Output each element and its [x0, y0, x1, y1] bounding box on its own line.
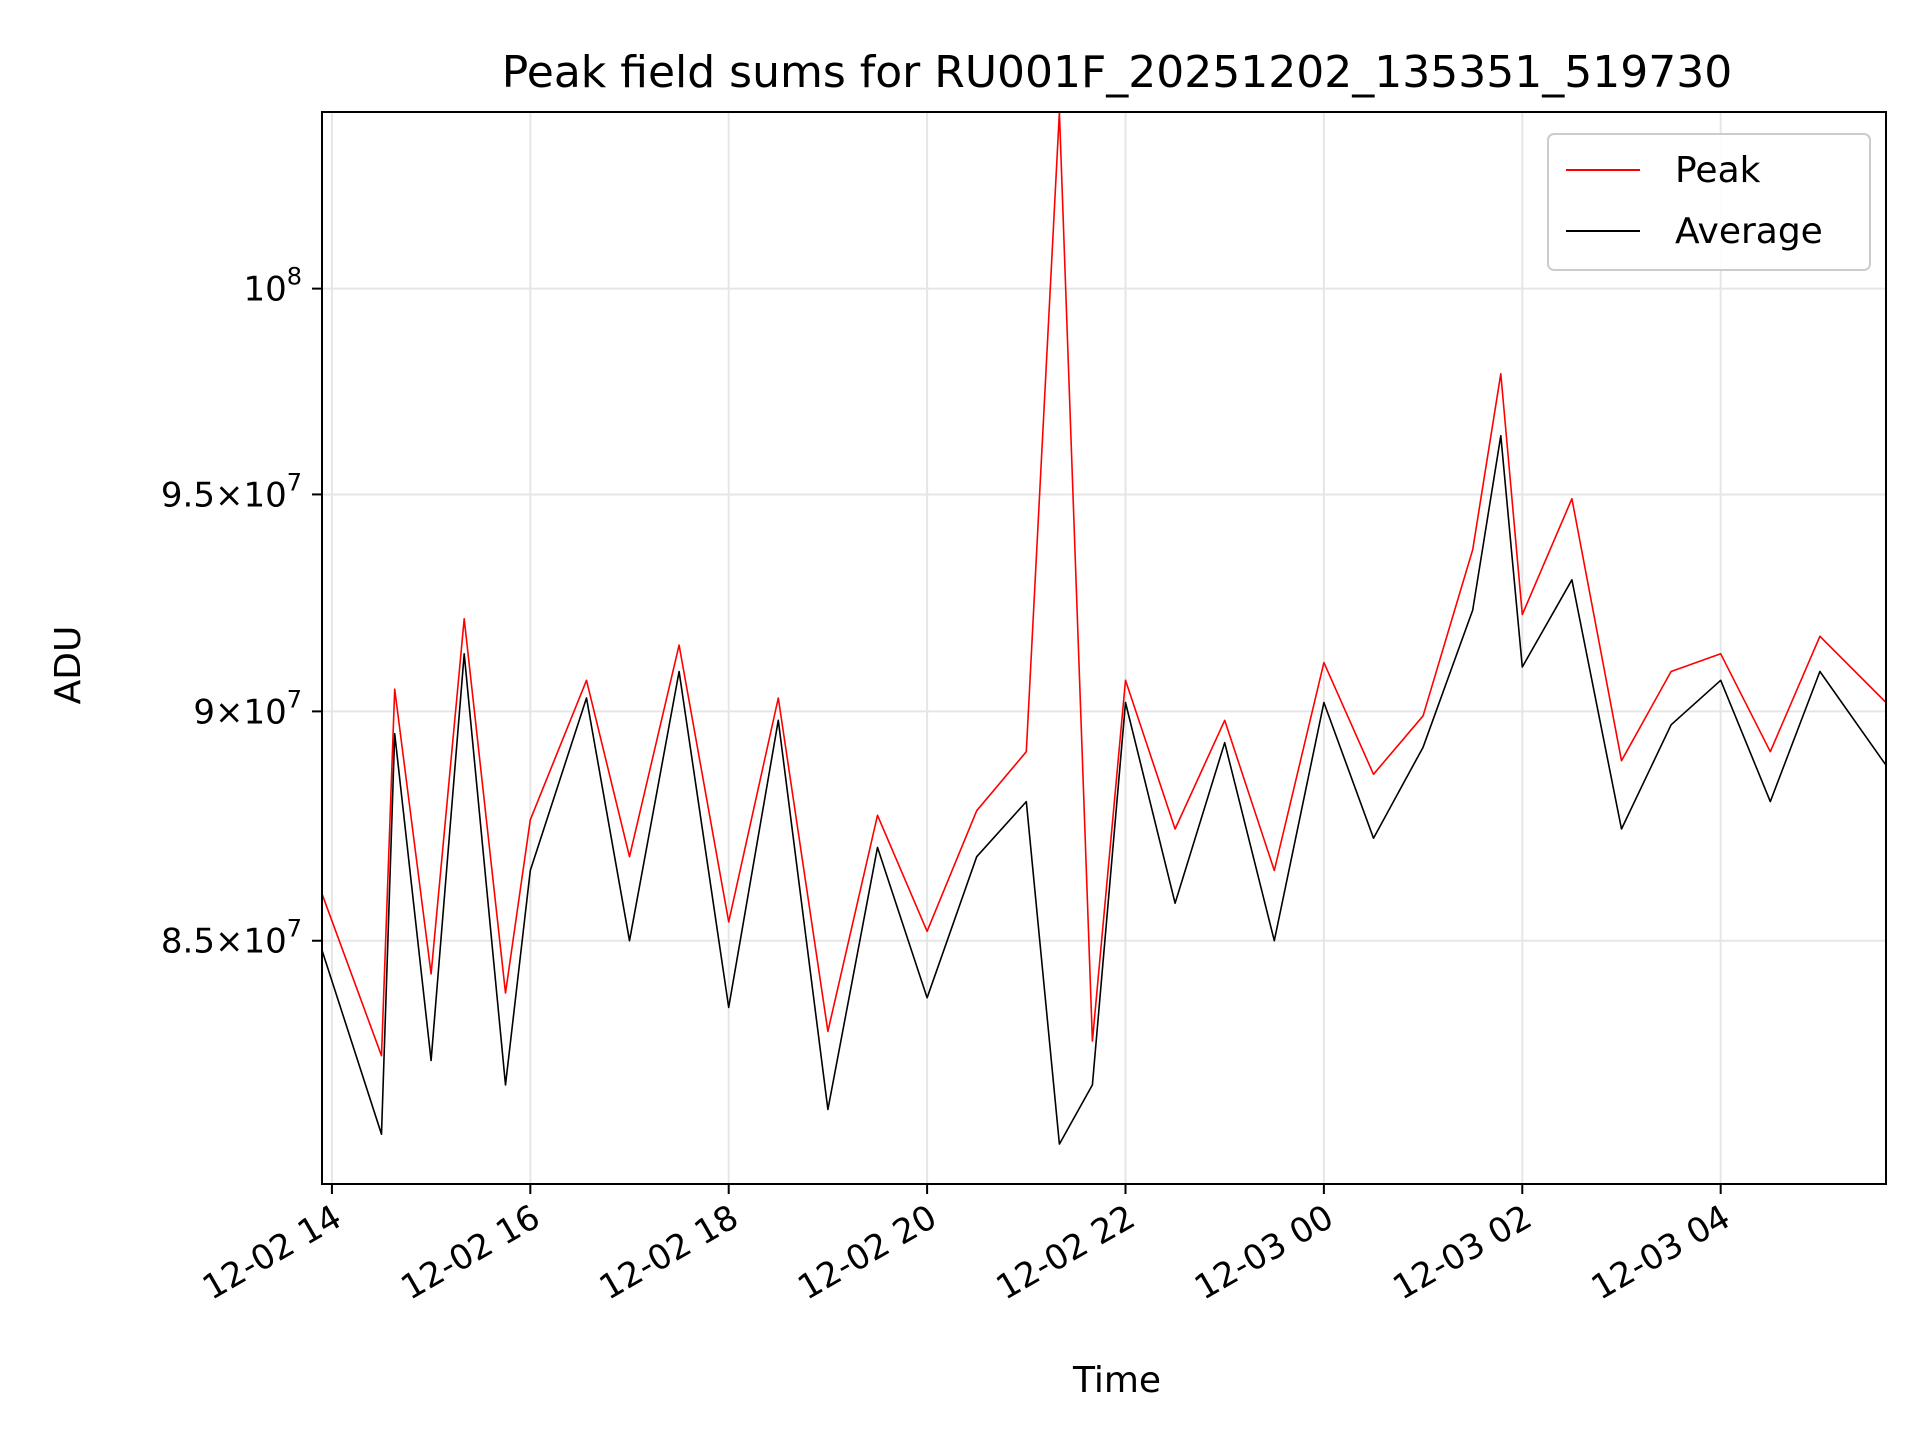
axis-ticks: 12-02 14 12-02 16 12-02 18 12-02 20 12-02 22… [161, 263, 1737, 1309]
legend-label-peak: Peak [1675, 150, 1761, 191]
series-layer [321, 111, 1887, 1145]
y-tick-label: 9.5×107 [161, 468, 302, 515]
legend-label-average: Average [1675, 211, 1823, 252]
chart-title: Peak field sums for RU001F_20251202_1353… [502, 47, 1732, 98]
legend: Peak Average [1547, 133, 1871, 271]
grid [322, 112, 1886, 1184]
x-tick-label: 12-02 14 [196, 1197, 348, 1308]
y-tick-label: 8.5×107 [161, 915, 302, 962]
x-tick-label: 12-02 16 [394, 1197, 546, 1308]
y-axis-label: ADU [48, 626, 89, 705]
series-line-peak [321, 111, 1887, 1057]
x-tick-label: 12-03 00 [1188, 1197, 1340, 1308]
x-tick-label: 12-02 20 [791, 1197, 943, 1308]
legend-box [1547, 133, 1871, 271]
x-axis-label: Time [1072, 1360, 1161, 1401]
x-tick-label: 12-02 22 [990, 1197, 1142, 1308]
x-tick-label: 12-03 04 [1585, 1197, 1737, 1308]
y-tick-label: 9×107 [193, 685, 302, 732]
x-tick-label: 12-03 02 [1386, 1197, 1538, 1308]
plot-frame [321, 111, 1887, 1185]
y-tick-label: 108 [243, 263, 302, 310]
x-tick-label: 12-02 18 [593, 1197, 745, 1308]
series-line-average [321, 434, 1887, 1145]
